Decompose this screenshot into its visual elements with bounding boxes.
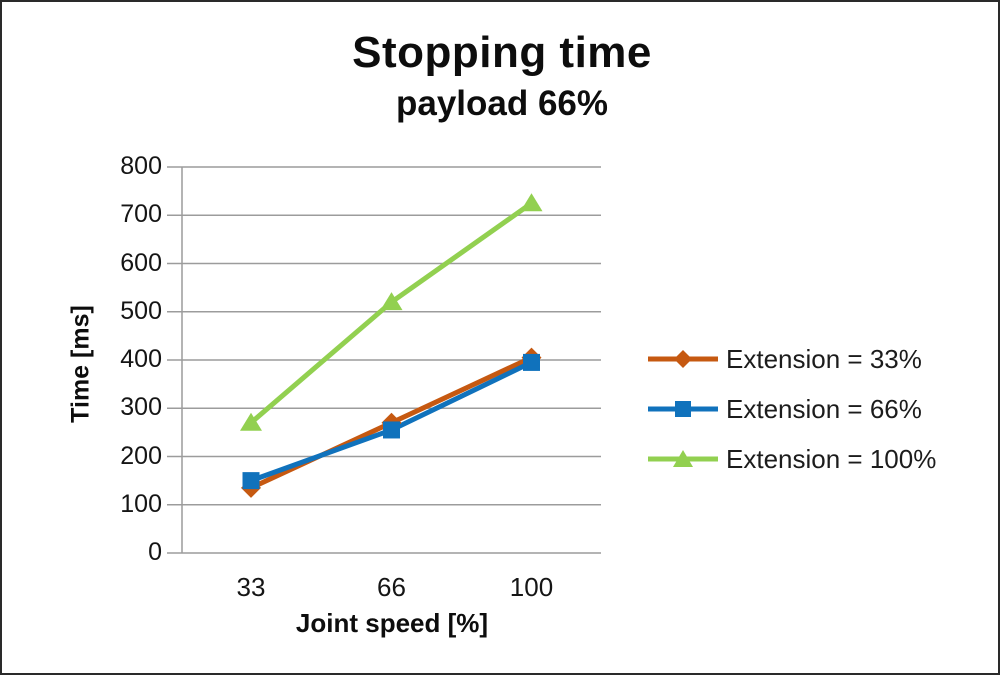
- y-tick-label: 300: [120, 393, 162, 422]
- y-tick-label: 100: [120, 489, 162, 518]
- y-tick-label: 500: [120, 296, 162, 325]
- legend-item: Extension = 66%: [648, 391, 922, 427]
- data-point-marker: [383, 421, 400, 439]
- data-point-marker: [240, 412, 262, 431]
- data-point-marker: [242, 472, 260, 490]
- data-point-marker: [520, 193, 543, 212]
- legend-swatch-triangle-icon: [648, 450, 718, 467]
- legend-item: Extension = 33%: [648, 341, 922, 377]
- y-tick-label: 400: [120, 345, 162, 373]
- series-line: [249, 201, 533, 425]
- chart-title: Stopping time: [352, 28, 652, 77]
- legend-label: Extension = 66%: [726, 393, 922, 424]
- x-axis-title: Joint speed [%]: [295, 608, 489, 638]
- data-point-marker: [523, 353, 540, 371]
- chart-subtitle: payload 66%: [395, 84, 609, 123]
- legend-marker-square-icon: [675, 401, 691, 417]
- legend-swatch-diamond-icon: [648, 350, 718, 368]
- data-point-marker: [380, 292, 403, 311]
- legend-marker-diamond-icon: [674, 350, 692, 368]
- legend-marker-triangle-icon: [673, 450, 693, 467]
- y-tick-label: 200: [120, 441, 162, 470]
- legend-label: Extension = 100%: [726, 443, 937, 474]
- y-tick-label: 800: [120, 152, 162, 180]
- y-tick-label: 700: [120, 200, 162, 229]
- y-tick-label: 0: [148, 538, 162, 566]
- x-tick-label: 33: [236, 572, 266, 602]
- legend-swatch-square-icon: [648, 401, 718, 417]
- legend-item: Extension = 100%: [648, 441, 936, 477]
- y-tick-label: 600: [120, 248, 162, 277]
- x-tick-label: 100: [509, 572, 554, 602]
- legend-label: Extension = 33%: [726, 343, 922, 374]
- x-tick-label: 66: [377, 572, 406, 602]
